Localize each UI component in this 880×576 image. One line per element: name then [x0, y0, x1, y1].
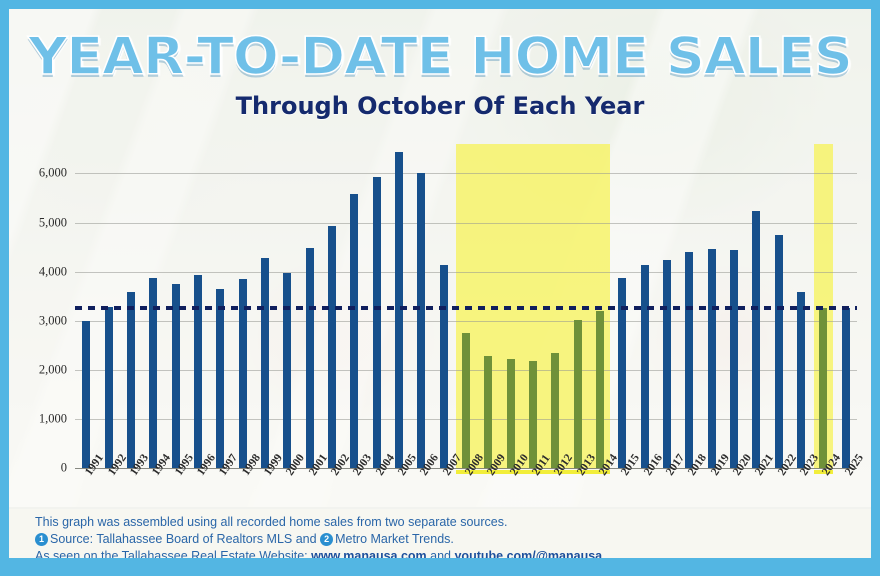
gridline-4000 [75, 271, 857, 273]
bar-2014[interactable] [596, 310, 605, 468]
footer-line-1: This graph was assembled using all recor… [35, 515, 508, 529]
footer-line-2: 1 Source: Tallahassee Board of Realtors M… [35, 532, 454, 546]
bar-2001[interactable] [305, 247, 314, 468]
y-tick-label: 4,000 [38, 264, 67, 279]
bar-2023[interactable] [797, 292, 806, 468]
bar-2003[interactable] [350, 193, 359, 468]
gridline-6000 [75, 173, 857, 175]
bar-2015[interactable] [618, 278, 627, 468]
bar-2009[interactable] [484, 356, 493, 468]
bar-2016[interactable] [640, 264, 649, 468]
bar-2011[interactable] [529, 360, 538, 468]
footer-source-2: Metro Market Trends. [335, 532, 454, 546]
bar-1999[interactable] [260, 258, 269, 468]
bar-2012[interactable] [551, 352, 560, 468]
bar-2007[interactable] [439, 264, 448, 468]
bar-2002[interactable] [327, 225, 336, 468]
average-dotted-line [75, 305, 857, 310]
highlight-band-foot-2024 [813, 470, 834, 474]
bar-1994[interactable] [149, 277, 158, 468]
bar-2020[interactable] [730, 250, 739, 468]
bar-2004[interactable] [372, 176, 381, 468]
source-marker-1: 1 [35, 533, 48, 546]
bar-2025[interactable] [841, 308, 850, 468]
gridline-5000 [75, 222, 857, 224]
bar-1998[interactable] [238, 278, 247, 468]
y-tick-label: 1,000 [38, 411, 67, 426]
chart-plot-area [75, 144, 857, 474]
bar-2017[interactable] [663, 260, 672, 468]
y-tick-label: 6,000 [38, 165, 67, 180]
bottom-frame-bar [0, 558, 880, 576]
bar-1995[interactable] [171, 283, 180, 468]
source-marker-2: 2 [320, 533, 334, 546]
bar-1993[interactable] [126, 291, 135, 468]
bar-2021[interactable] [752, 210, 761, 468]
gridline-3000 [75, 320, 857, 322]
bar-2010[interactable] [506, 358, 515, 468]
x-axis-labels: 1991 1992 1993 1994 1995 1996 1997 1998 1999 2000… [75, 452, 866, 511]
bar-2019[interactable] [707, 249, 716, 468]
y-tick-label: 3,000 [38, 313, 67, 328]
bar-1991[interactable] [82, 321, 91, 468]
bar-2006[interactable] [417, 172, 426, 468]
highlight-band-foot-2008 [456, 470, 610, 474]
bar-2018[interactable] [685, 252, 694, 468]
y-axis-labels: 0 1,000 2,000 3,000 4,000 5,000 6,000 [9, 144, 67, 475]
page-subtitle: Through October Of Each Year [235, 92, 645, 120]
x-axis-line [75, 468, 857, 469]
footer-source-1: Source: Tallahassee Board of Realtors ML… [50, 532, 317, 546]
page-title: YEAR-TO-DATE HOME SALES [27, 26, 853, 88]
bar-1992[interactable] [104, 306, 113, 468]
poster-card: YEAR-TO-DATE HOME SALES Through October … [9, 9, 871, 567]
bar-1996[interactable] [193, 275, 202, 468]
bar-2024[interactable] [819, 308, 828, 468]
y-tick-label: 2,000 [38, 362, 67, 377]
bar-2008[interactable] [462, 332, 470, 468]
y-tick-label: 5,000 [38, 215, 67, 230]
bar-1997[interactable] [216, 289, 225, 468]
bar-2022[interactable] [774, 234, 783, 468]
bar-2000[interactable] [283, 272, 292, 468]
y-tick-label: 0 [60, 460, 67, 475]
bar-2013[interactable] [573, 320, 582, 468]
